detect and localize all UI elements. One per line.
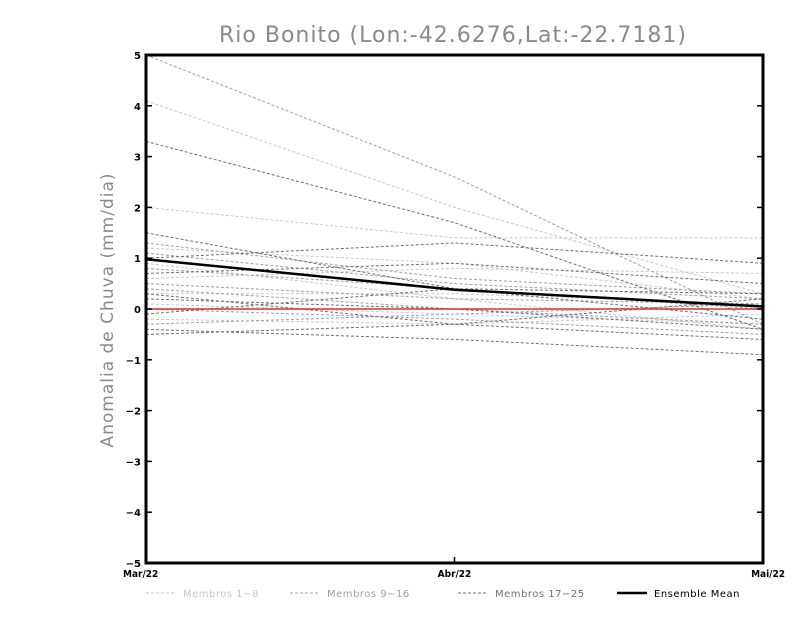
y-tick-label: 2	[134, 203, 141, 214]
member-line	[146, 313, 763, 325]
x-tick-label: Mai/22	[751, 569, 785, 580]
member-line	[146, 100, 763, 295]
y-tick-label: 0	[134, 305, 141, 316]
y-tick-label: 5	[134, 51, 141, 62]
legend-label: Membros 9−16	[327, 589, 410, 600]
chart-title: Rio Bonito (Lon:-42.6276,Lat:-22.7181)	[219, 23, 687, 48]
member-line	[146, 288, 763, 325]
legend-label: Ensemble Mean	[654, 589, 740, 600]
member-line	[146, 298, 763, 330]
member-line	[146, 328, 763, 356]
y-axis-label: Anomalia de Chuva (mm/dia)	[98, 172, 118, 447]
y-tick-label: −5	[126, 559, 141, 570]
member-line	[146, 323, 763, 340]
member-line	[146, 308, 763, 335]
y-tick-label: −1	[126, 356, 141, 367]
ensemble-mean-line	[145, 257, 764, 308]
member-line	[146, 267, 763, 280]
member-line	[146, 140, 763, 330]
member-line	[146, 55, 763, 325]
member-line	[146, 242, 763, 295]
y-tick-label: 3	[134, 153, 141, 164]
member-line	[146, 267, 763, 310]
member-line	[146, 283, 763, 305]
member-line	[146, 293, 763, 305]
y-tick-label: 1	[134, 254, 141, 265]
legend: Membros 1−8 Membros 9−16 Membros 17−25 Ense…	[146, 589, 740, 600]
y-tick-label: 4	[134, 102, 141, 113]
x-tick-label: Mar/22	[123, 569, 158, 580]
member-line	[146, 288, 763, 315]
y-tick-label: −3	[126, 457, 141, 468]
member-line	[146, 303, 763, 325]
member-lines	[146, 55, 763, 356]
member-line	[146, 293, 763, 325]
member-line	[146, 247, 763, 300]
x-axis-ticks: Mar/22 Abr/22 Mai/22	[123, 557, 785, 580]
legend-label: Membros 17−25	[495, 589, 585, 600]
member-line	[146, 206, 763, 239]
member-line	[146, 242, 763, 264]
y-tick-label: −4	[126, 508, 141, 519]
x-tick-label: Abr/22	[438, 569, 472, 580]
legend-label: Membros 1−8	[183, 589, 259, 600]
y-axis-ticks: 5 4 3 2 1 0 −1 −2 −3 −4 −5	[126, 51, 763, 570]
y-tick-label: −2	[126, 407, 141, 418]
member-line	[146, 303, 763, 325]
